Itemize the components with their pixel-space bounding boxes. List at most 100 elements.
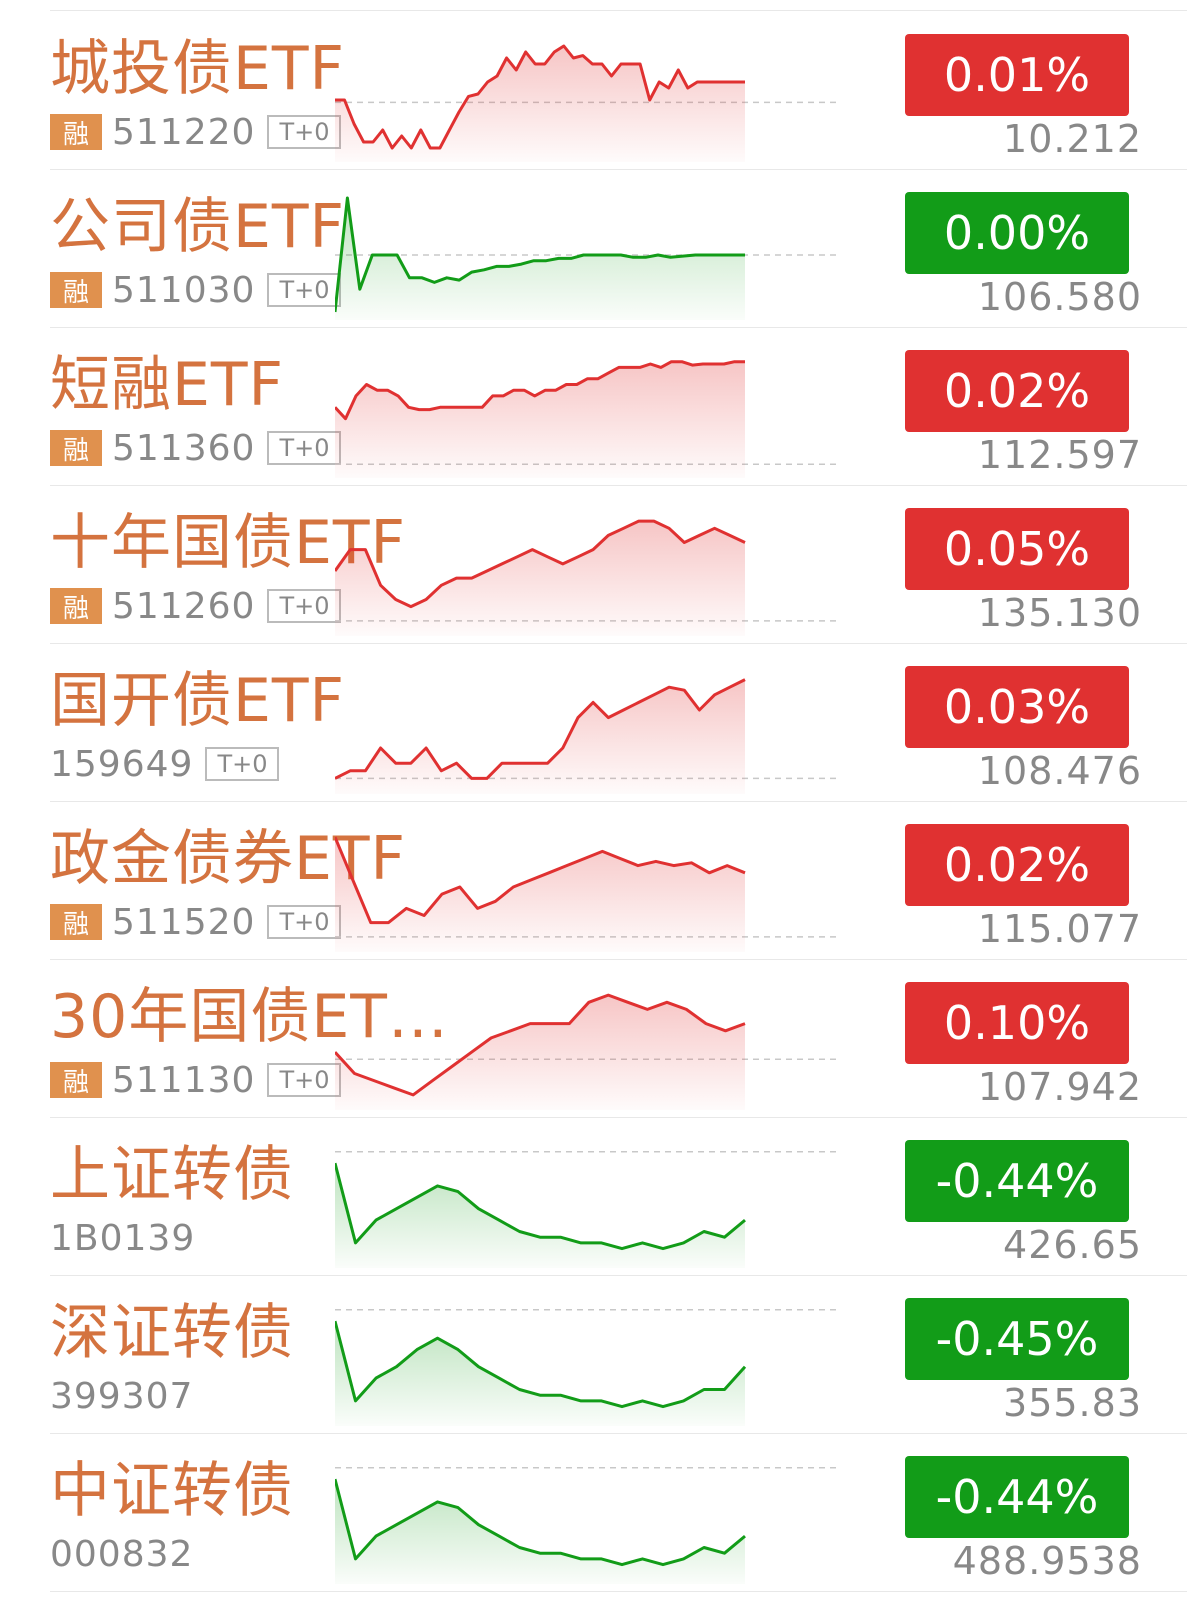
list-item[interactable]: 短融ETF 融 511360 T+0 0.02% 112.597	[50, 328, 1187, 486]
list-item[interactable]: 中证转债 000832 -0.44% 488.9538	[50, 1434, 1187, 1592]
sparkline-chart	[335, 44, 840, 162]
price-value: 107.942	[977, 1065, 1142, 1109]
sparkline-chart	[335, 1308, 840, 1426]
etf-list: 城投债ETF 融 511220 T+0 0.01% 10.212 公司债ETF 融 511030…	[0, 12, 1187, 1592]
fund-name: 城投债ETF	[50, 34, 346, 104]
list-item[interactable]: 城投债ETF 融 511220 T+0 0.01% 10.212	[50, 12, 1187, 170]
t-plus-badge: T+0	[267, 1063, 342, 1097]
margin-badge: 融	[50, 272, 102, 308]
fund-code: 399307	[50, 1375, 194, 1417]
fund-meta: 融 511030 T+0	[50, 269, 342, 311]
list-item[interactable]: 公司债ETF 融 511030 T+0 0.00% 106.580	[50, 170, 1187, 328]
fund-meta: 融 511360 T+0	[50, 427, 342, 469]
change-badge[interactable]: -0.44%	[905, 1456, 1129, 1538]
change-badge[interactable]: -0.44%	[905, 1140, 1129, 1222]
list-item[interactable]: 政金债券ETF 融 511520 T+0 0.02% 115.077	[50, 802, 1187, 960]
fund-meta: 399307	[50, 1375, 205, 1417]
sparkline-area	[335, 995, 745, 1110]
fund-name: 30年国债ET…	[50, 982, 449, 1052]
change-badge[interactable]: 0.02%	[905, 350, 1129, 432]
list-item[interactable]: 十年国债ETF 融 511260 T+0 0.05% 135.130	[50, 486, 1187, 644]
sparkline-chart	[335, 1466, 840, 1584]
t-plus-badge: T+0	[267, 589, 342, 623]
t-plus-badge: T+0	[205, 747, 280, 781]
sparkline-chart	[335, 519, 840, 636]
sparkline-line	[335, 196, 745, 313]
fund-meta: 融 511130 T+0	[50, 1059, 342, 1101]
t-plus-badge: T+0	[267, 431, 342, 465]
margin-badge: 融	[50, 904, 102, 940]
fund-name: 短融ETF	[50, 350, 285, 420]
fund-name: 公司债ETF	[50, 192, 346, 262]
fund-code: 511260	[112, 585, 256, 627]
fund-meta: 000832	[50, 1533, 205, 1575]
fund-name: 国开债ETF	[50, 666, 346, 736]
fund-code: 159649	[50, 743, 194, 785]
fund-code: 1B0139	[50, 1217, 196, 1259]
fund-name: 深证转债	[50, 1298, 294, 1368]
change-badge[interactable]: 0.00%	[905, 192, 1129, 274]
sparkline-area	[335, 198, 745, 320]
sparkline-line	[335, 360, 745, 421]
sparkline-line	[335, 1478, 746, 1567]
sparkline-area	[335, 1163, 745, 1268]
sparkline-area	[335, 1479, 745, 1584]
sparkline-area	[335, 1321, 745, 1426]
top-divider	[50, 10, 1187, 11]
fund-meta: 159649 T+0	[50, 743, 280, 785]
price-value: 10.212	[1003, 117, 1142, 161]
sparkline-chart	[335, 836, 840, 952]
sparkline-chart	[335, 993, 840, 1110]
list-item[interactable]: 深证转债 399307 -0.45% 355.83	[50, 1276, 1187, 1434]
list-item[interactable]: 上证转债 1B0139 -0.44% 426.65	[50, 1118, 1187, 1276]
list-item[interactable]: 30年国债ET… 融 511130 T+0 0.10% 107.942	[50, 960, 1187, 1118]
sparkline-area	[335, 361, 745, 478]
sparkline-chart	[335, 196, 840, 320]
list-item[interactable]: 国开债ETF 159649 T+0 0.03% 108.476	[50, 644, 1187, 802]
sparkline-area	[335, 521, 745, 636]
sparkline-line	[335, 1162, 746, 1251]
price-value: 426.65	[1003, 1223, 1142, 1267]
margin-badge: 融	[50, 114, 102, 150]
fund-code: 511030	[112, 269, 256, 311]
t-plus-badge: T+0	[267, 115, 342, 149]
sparkline-area	[335, 679, 745, 794]
sparkline-line	[335, 1320, 747, 1409]
sparkline-chart	[335, 360, 840, 478]
sparkline-line	[335, 993, 746, 1097]
change-badge[interactable]: 0.02%	[905, 824, 1129, 906]
sparkline-chart	[335, 678, 840, 794]
fund-code: 511360	[112, 427, 256, 469]
fund-meta: 融 511520 T+0	[50, 901, 342, 943]
sparkline-chart	[335, 1150, 840, 1268]
change-badge[interactable]: 0.01%	[905, 34, 1129, 116]
t-plus-badge: T+0	[267, 905, 342, 939]
fund-meta: 融 511220 T+0	[50, 111, 342, 153]
price-value: 106.580	[977, 275, 1142, 319]
price-value: 488.9538	[952, 1539, 1142, 1583]
sparkline-line	[335, 836, 746, 925]
fund-code: 511220	[112, 111, 256, 153]
fund-meta: 1B0139	[50, 1217, 207, 1259]
margin-badge: 融	[50, 588, 102, 624]
price-value: 355.83	[1003, 1381, 1142, 1425]
fund-name: 上证转债	[50, 1140, 294, 1210]
fund-code: 000832	[50, 1533, 194, 1575]
fund-meta: 融 511260 T+0	[50, 585, 342, 627]
margin-badge: 融	[50, 1062, 102, 1098]
change-badge[interactable]: 0.05%	[905, 508, 1129, 590]
fund-code: 511520	[112, 901, 256, 943]
fund-name: 中证转债	[50, 1456, 294, 1526]
margin-badge: 融	[50, 430, 102, 466]
change-badge[interactable]: 0.03%	[905, 666, 1129, 748]
sparkline-line	[335, 678, 746, 780]
price-value: 115.077	[977, 907, 1142, 951]
sparkline-line	[335, 44, 745, 150]
t-plus-badge: T+0	[267, 273, 342, 307]
price-value: 135.130	[977, 591, 1142, 635]
price-value: 112.597	[977, 433, 1142, 477]
fund-code: 511130	[112, 1059, 256, 1101]
change-badge[interactable]: 0.10%	[905, 982, 1129, 1064]
change-badge[interactable]: -0.45%	[905, 1298, 1129, 1380]
sparkline-area	[335, 837, 745, 952]
